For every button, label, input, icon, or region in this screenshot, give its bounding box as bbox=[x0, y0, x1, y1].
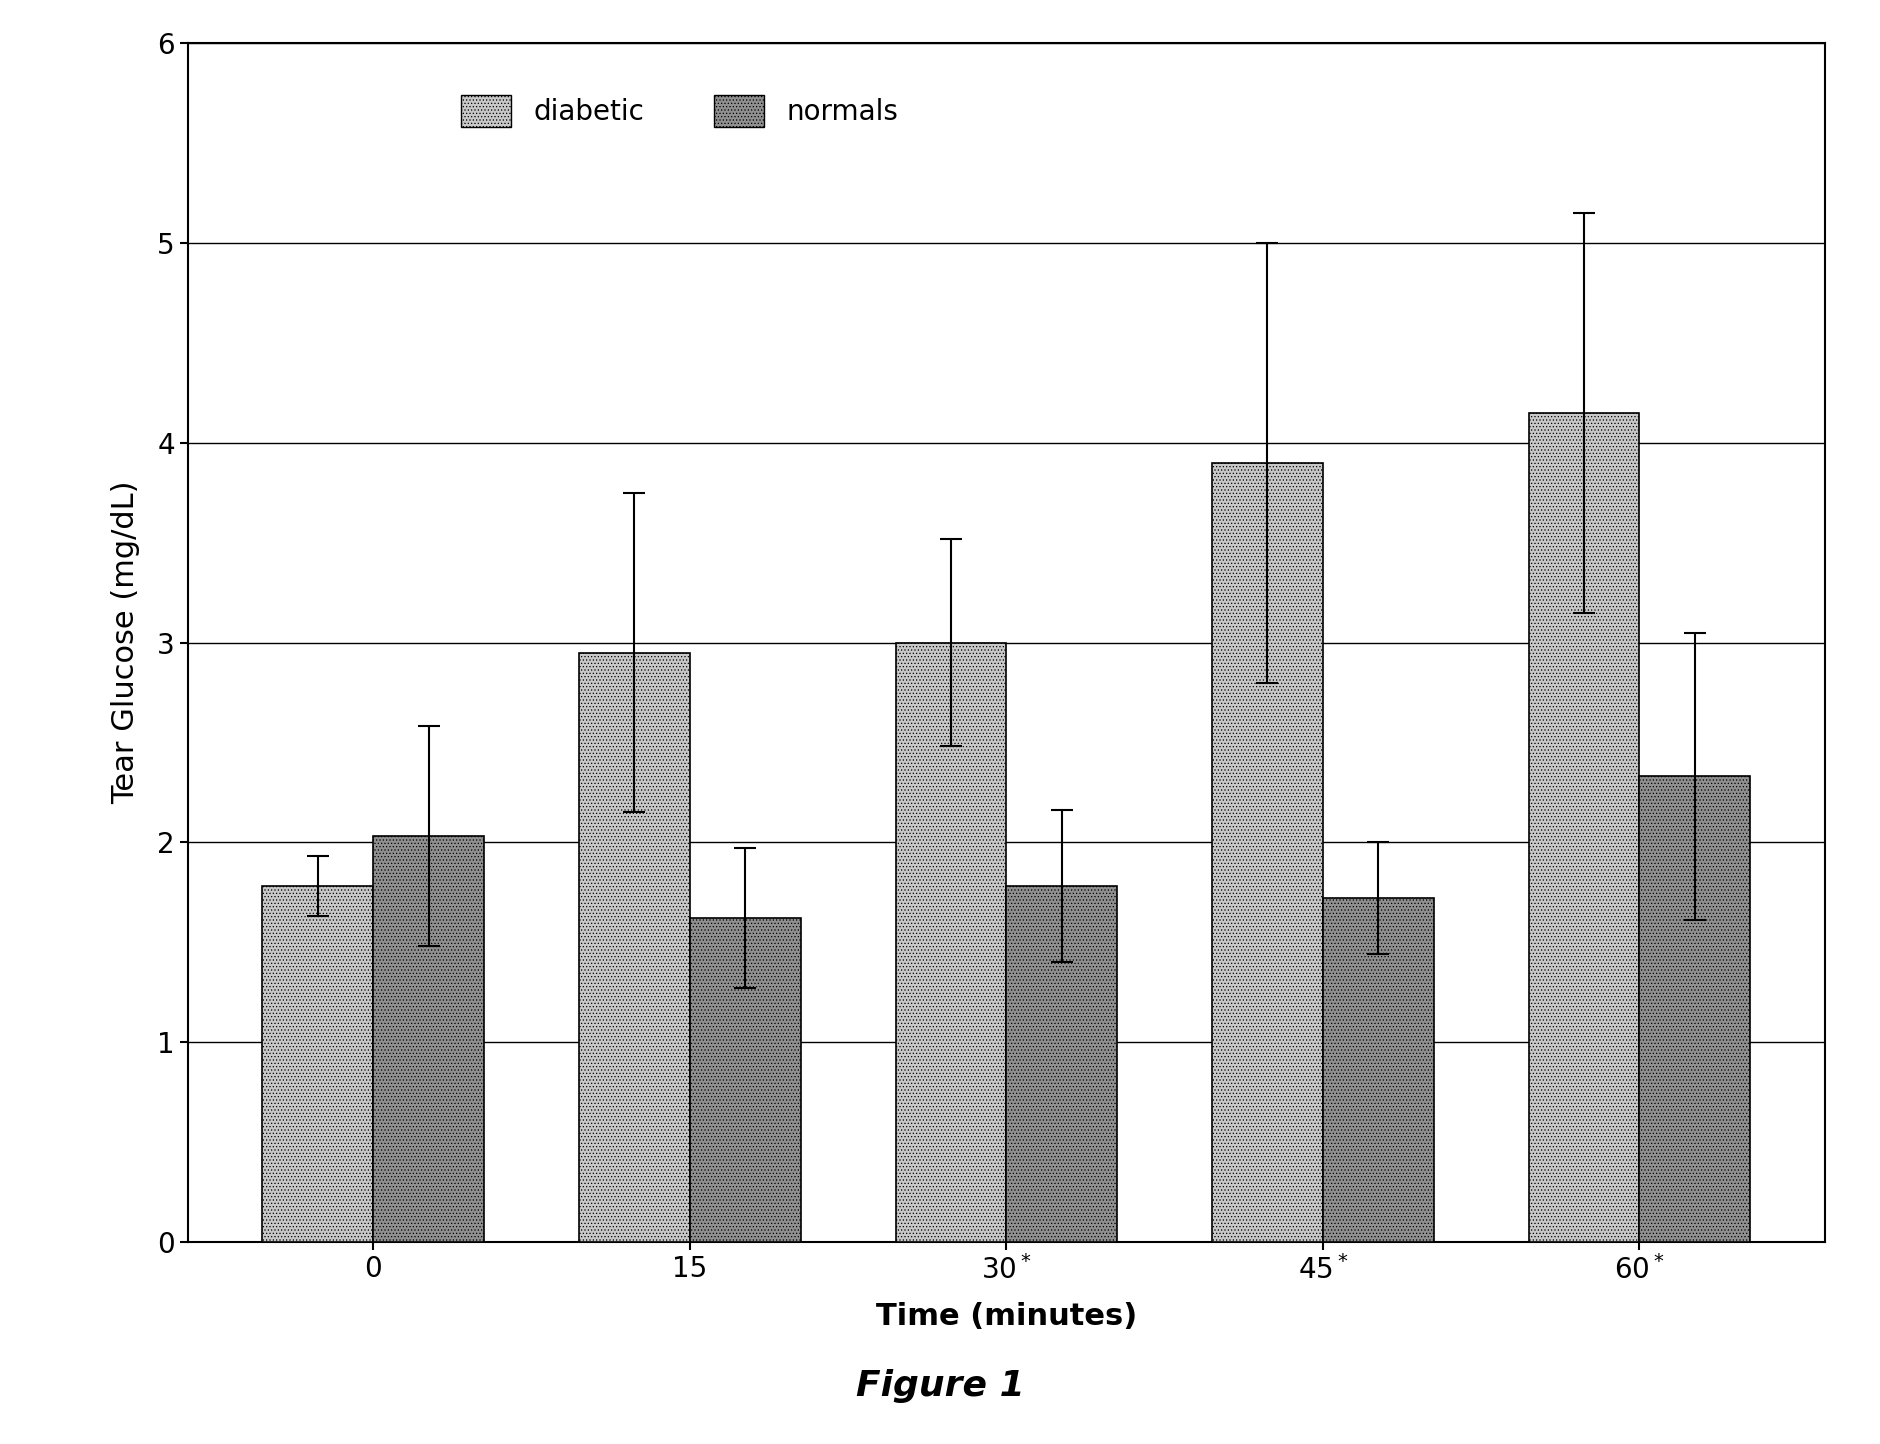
Legend: diabetic, normals: diabetic, normals bbox=[447, 81, 912, 142]
Bar bbox=[1211, 462, 1322, 1242]
Bar bbox=[1006, 887, 1117, 1242]
Bar bbox=[690, 918, 801, 1242]
Y-axis label: Tear Glucose (mg/dL): Tear Glucose (mg/dL) bbox=[111, 481, 141, 804]
Bar bbox=[372, 836, 483, 1242]
X-axis label: Time (minutes): Time (minutes) bbox=[876, 1301, 1136, 1330]
Bar bbox=[263, 887, 372, 1242]
Bar bbox=[1639, 777, 1748, 1242]
Text: Figure 1: Figure 1 bbox=[855, 1369, 1025, 1404]
Bar bbox=[1322, 898, 1433, 1242]
Bar bbox=[1528, 413, 1639, 1242]
Bar bbox=[895, 643, 1006, 1242]
Bar bbox=[579, 653, 690, 1242]
